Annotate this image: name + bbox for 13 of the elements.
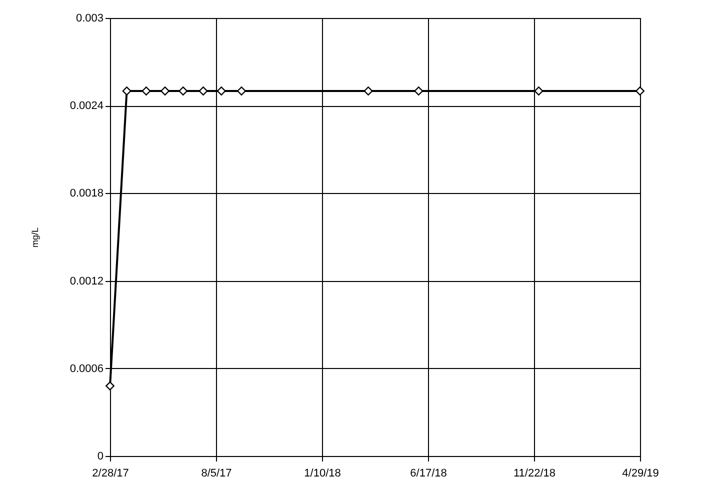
y-axis-title: mg/L (30, 227, 40, 248)
x-tick-label: 2/28/17 (92, 468, 129, 480)
x-tick-label: 11/22/18 (513, 468, 556, 480)
x-tick-label: 1/10/18 (304, 468, 341, 480)
y-tick-label: 0.003 (76, 12, 104, 24)
x-tick-label: 8/5/17 (201, 468, 232, 480)
y-tick-label: 0 (97, 450, 104, 462)
x-tick-label: 6/17/18 (410, 468, 447, 480)
y-tick-label: 0.0024 (70, 100, 104, 112)
y-tick-label: 0.0006 (70, 362, 104, 375)
x-tick-label: 4/29/19 (622, 468, 659, 480)
y-tick-label: 0.0018 (70, 188, 104, 200)
y-tick-label: 0.0012 (70, 275, 104, 288)
